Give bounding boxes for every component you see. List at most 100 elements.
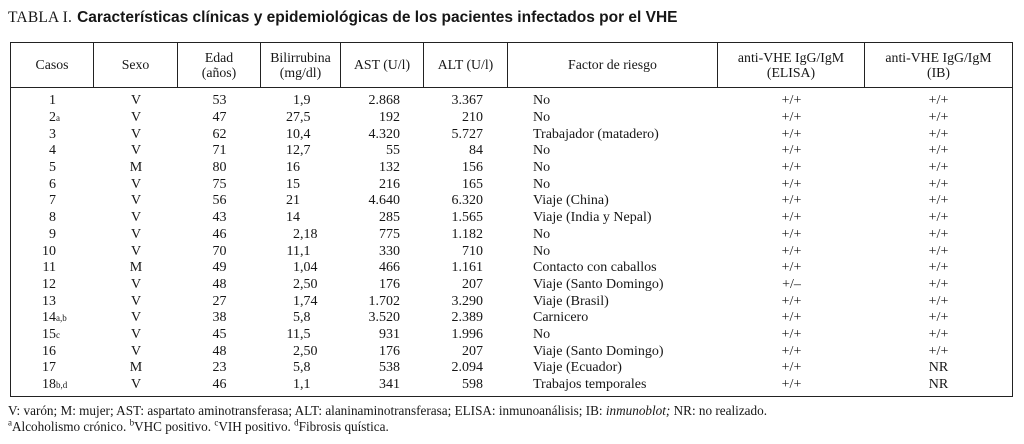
cell-bilirrubina: 5,8 <box>293 360 311 376</box>
cell-bilirrubina: 11,5 <box>286 326 311 342</box>
cell-caso: 4 <box>49 143 56 159</box>
cell-bilirrubina: 21 <box>286 193 300 209</box>
table-row: 14 a,b V 38 5,8 3.520 2.389 Carnicero +/+ +/+ <box>11 310 1012 327</box>
cell-ib: +/+ <box>928 276 949 292</box>
cell-caso: 15 c <box>42 326 60 342</box>
cell-factor: No <box>533 143 551 159</box>
cell-elisa: +/+ <box>781 210 802 226</box>
cell-sexo: V <box>130 193 142 209</box>
cell-bilirrubina: 10,4 <box>286 126 311 142</box>
table-row: 8 V 43 14 285 1.565 Viaje (India y Nepal) +/+ +/… <box>11 210 1012 227</box>
cell-factor: No <box>533 176 551 192</box>
table-row: 2 a V 47 27,5 192 210 No +/+ +/+ <box>11 110 1012 127</box>
cell-alt: 6.320 <box>451 193 484 209</box>
header-edad: Edad (años) <box>178 43 261 87</box>
cell-sexo: V <box>130 93 142 109</box>
cell-sexo: V <box>130 343 142 359</box>
cell-ast: 176 <box>379 343 400 359</box>
table-row: 4 V 71 12,7 55 84 No +/+ +/+ <box>11 143 1012 160</box>
cell-alt: 2.094 <box>451 360 484 376</box>
cell-ast: 341 <box>379 377 400 393</box>
cell-edad: 70 <box>212 243 227 259</box>
cell-elisa: +/+ <box>781 126 802 142</box>
cell-alt: 1.161 <box>451 260 484 276</box>
footnote-segment: Fibrosis quística. <box>298 419 389 434</box>
cell-edad: 48 <box>212 343 227 359</box>
cell-elisa: +/+ <box>781 193 802 209</box>
cell-edad: 75 <box>212 176 227 192</box>
cell-bilirrubina: 11,1 <box>286 243 311 259</box>
cell-elisa: +/+ <box>781 226 802 242</box>
table-row: 5 M 80 16 132 156 No +/+ +/+ <box>11 160 1012 177</box>
cell-ib: +/+ <box>928 243 949 259</box>
cell-caso: 6 <box>49 176 56 192</box>
cell-factor: No <box>533 326 551 342</box>
footnote-abbreviations: V: varón; M: mujer; AST: aspartato amino… <box>8 403 767 419</box>
cell-ast: 1.702 <box>368 293 401 309</box>
cell-factor: Viaje (China) <box>533 193 609 209</box>
cell-elisa: +/+ <box>781 377 802 393</box>
cell-factor: Viaje (India y Nepal) <box>533 210 652 226</box>
cell-sexo: V <box>130 276 142 292</box>
cell-factor: No <box>533 243 551 259</box>
table-number: TABLA I. <box>8 9 73 26</box>
table-header-row: Casos Sexo Edad (años) Bilirrubina (mg/d… <box>11 43 1012 88</box>
cell-bilirrubina: 16 <box>286 160 300 176</box>
table-row: 16 V 48 2,50 176 207 Viaje (Santo Domingo) +/+ +… <box>11 343 1012 360</box>
cell-elisa: +/+ <box>781 326 802 342</box>
cell-sexo: V <box>130 310 142 326</box>
cell-edad: 48 <box>212 276 227 292</box>
header-ib: anti-VHE IgG/IgM (IB) <box>885 49 992 81</box>
cell-ast: 176 <box>379 276 400 292</box>
cell-ib: +/+ <box>928 110 949 126</box>
cell-edad: 23 <box>212 360 227 376</box>
cell-ib: +/+ <box>928 210 949 226</box>
cell-ib: +/+ <box>928 193 949 209</box>
cell-caso: 14 a,b <box>42 310 67 326</box>
cell-caso: 10 <box>42 243 56 259</box>
cell-bilirrubina: 1,04 <box>293 260 318 276</box>
cell-ast: 538 <box>379 360 400 376</box>
cell-elisa: +/– <box>782 276 801 292</box>
footnote-segment: NR: no realizado. <box>670 403 768 418</box>
cell-caso: 16 <box>42 343 56 359</box>
cell-ast: 55 <box>386 143 400 159</box>
cell-ib: NR <box>928 360 949 376</box>
footnote-segment: VHC positivo. <box>134 419 215 434</box>
cell-elisa: +/+ <box>781 343 802 359</box>
footnote-marker: a <box>8 417 12 428</box>
cell-caso: 3 <box>49 126 56 142</box>
cell-ib: +/+ <box>928 343 949 359</box>
data-table: Casos Sexo Edad (años) Bilirrubina (mg/d… <box>10 42 1013 397</box>
cell-ib: +/+ <box>928 293 949 309</box>
cell-bilirrubina: 27,5 <box>286 110 311 126</box>
footnote-segment: Alcoholismo crónico. <box>12 419 130 434</box>
cell-factor: No <box>533 110 551 126</box>
cell-alt: 207 <box>462 343 483 359</box>
cell-bilirrubina: 1,74 <box>293 293 318 309</box>
cell-ast: 330 <box>379 243 400 259</box>
cell-ib: +/+ <box>928 326 949 342</box>
cell-sexo: V <box>130 143 142 159</box>
cell-alt: 3.290 <box>451 293 484 309</box>
header-elisa: anti-VHE IgG/IgM (ELISA) <box>718 43 865 87</box>
table-row: 1 V 53 1,9 2.868 3.367 No +/+ +/+ <box>11 93 1012 110</box>
cell-edad: 45 <box>212 326 227 342</box>
cell-sexo: V <box>130 176 142 192</box>
cell-elisa: +/+ <box>781 260 802 276</box>
cell-bilirrubina: 2,18 <box>293 226 318 242</box>
cell-factor: No <box>533 93 551 109</box>
table-body: 1 V 53 1,9 2.868 3.367 No +/+ +/+ 2 a V 47 27,5 192 210… <box>11 88 1012 396</box>
cell-elisa: +/+ <box>781 310 802 326</box>
footnote-segment: VIH positivo. <box>218 419 295 434</box>
table-row: 17 M 23 5,8 538 2.094 Viaje (Ecuador) +/+ NR <box>11 360 1012 377</box>
cell-caso: 7 <box>49 193 56 209</box>
footnote-segment: V: varón; M: mujer; AST: aspartato amino… <box>8 403 606 418</box>
cell-alt: 1.565 <box>451 210 484 226</box>
cell-sexo: V <box>130 226 142 242</box>
table-row: 3 V 62 10,4 4.320 5.727 Trabajador (matadero) +… <box>11 126 1012 143</box>
cell-bilirrubina: 12,7 <box>286 143 311 159</box>
table-row: 12 V 48 2,50 176 207 Viaje (Santo Domingo) +/– +… <box>11 277 1012 294</box>
cell-elisa: +/+ <box>781 143 802 159</box>
